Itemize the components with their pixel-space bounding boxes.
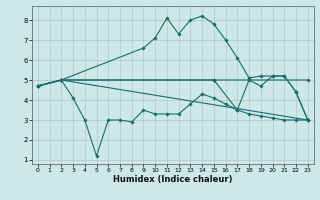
X-axis label: Humidex (Indice chaleur): Humidex (Indice chaleur) xyxy=(113,175,233,184)
